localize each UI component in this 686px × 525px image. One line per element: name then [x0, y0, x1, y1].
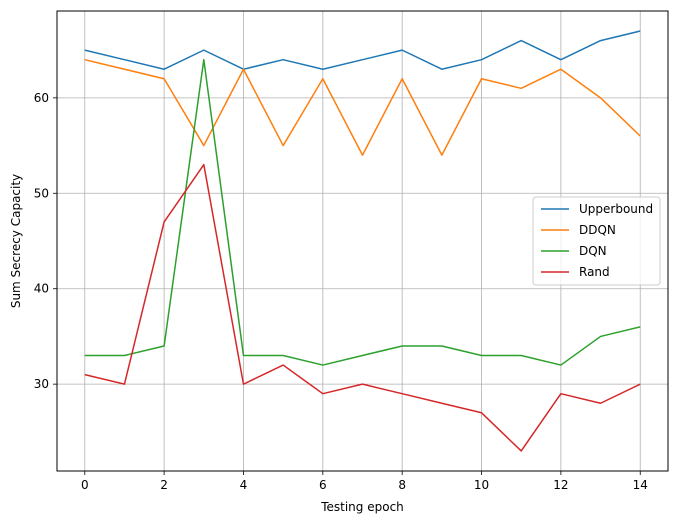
x-tick-label: 6	[319, 478, 327, 492]
x-tick-label: 12	[553, 478, 568, 492]
y-tick-label: 30	[34, 377, 49, 391]
legend-label-rand: Rand	[579, 265, 610, 279]
y-tick-label: 60	[34, 91, 49, 105]
series-lines	[84, 30, 641, 452]
y-tick-label: 40	[34, 282, 49, 296]
x-tick-label: 8	[398, 478, 406, 492]
legend-box	[532, 196, 661, 286]
x-tick-label: 4	[240, 478, 248, 492]
x-axis-label: Testing epoch	[320, 500, 404, 514]
series-line-dqn	[84, 58, 641, 366]
y-axis-ticks: 30 40 50 60	[34, 91, 57, 391]
x-tick-label: 10	[474, 478, 489, 492]
legend-label-dqn: DQN	[579, 244, 607, 258]
x-tick-label: 14	[633, 478, 648, 492]
x-tick-label: 0	[81, 478, 89, 492]
series-line-rand	[84, 163, 641, 452]
legend-label-ddqn: DDQN	[579, 223, 616, 237]
x-tick-label: 2	[160, 478, 168, 492]
series-line-upperbound	[84, 30, 641, 70]
legend-label-upperbound: Upperbound	[579, 202, 653, 216]
grid	[57, 11, 668, 471]
y-axis-label: Sum Secrecy Capacity	[9, 174, 23, 308]
x-axis-ticks: 0 2 4 6 8 10 12 14	[81, 471, 648, 492]
legend: Upperbound DDQN DQN Rand	[532, 196, 661, 286]
plot-area-frame	[56, 10, 669, 472]
series-line-ddqn	[84, 58, 641, 156]
y-tick-label: 50	[34, 186, 49, 200]
